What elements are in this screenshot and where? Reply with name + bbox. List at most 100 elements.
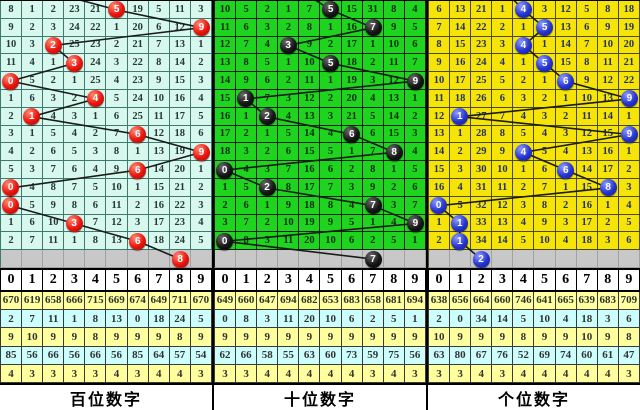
stat-cell: 3 [257, 310, 279, 329]
drawn-digit-ball: 9 [192, 19, 210, 37]
miss-count-cell: 4 [513, 214, 535, 233]
stat-cell: 69 [534, 346, 556, 365]
stat-cell: 4 [383, 364, 405, 384]
pending-cell [22, 250, 44, 268]
pending-cell [106, 250, 128, 268]
miss-count-cell: 9 [106, 161, 128, 179]
miss-count-cell: 8 [43, 178, 65, 197]
miss-count-cell: 8 [236, 54, 258, 73]
miss-count-cell: 7 [362, 143, 384, 162]
miss-count-cell: 8 [64, 196, 86, 215]
miss-count-cell: 12 [576, 125, 598, 144]
stat-cell: 85 [0, 346, 23, 365]
miss-count-cell: 6 [148, 18, 170, 37]
miss-count-cell: 10 [576, 89, 598, 108]
miss-count-cell: 1 [0, 89, 23, 108]
draw-row: 16 1 4 13 3 21 5 14 2 [214, 107, 426, 126]
miss-count-cell: 1 [534, 36, 556, 55]
miss-count-cell: 7 [106, 125, 128, 144]
miss-count-cell: 3 [0, 125, 23, 144]
miss-count-cell: 14 [450, 18, 472, 37]
stat-cell: 664 [471, 291, 493, 311]
miss-count-cell: 13 [169, 36, 191, 55]
draw-row: 13 1 28 8 5 4 3 12 15 [428, 125, 640, 144]
miss-count-cell: 4 [236, 161, 258, 179]
miss-count-cell: 2 [428, 232, 451, 251]
stat-cell: 3 [214, 364, 237, 384]
miss-count-cell: 2 [257, 214, 279, 233]
miss-count-cell: 1 [22, 125, 44, 144]
draw-row: 2 7 11 1 8 13 18 24 5 [0, 232, 212, 251]
stat-cell: 3 [597, 310, 619, 329]
miss-count-cell: 15 [148, 178, 170, 197]
stat-cell: 4 [320, 364, 342, 384]
miss-count-cell: 8 [534, 196, 556, 215]
stat-row: 2 0 34 14 5 10 4 18 3 6 [428, 310, 640, 329]
stat-cell: 55 [278, 346, 300, 365]
drawn-digit-ball: 4 [514, 143, 532, 161]
miss-count-cell: 7 [428, 18, 451, 37]
miss-count-cell: 1 [190, 36, 212, 55]
drawn-digit-ball: 0 [2, 72, 20, 90]
stat-cell: 20 [299, 310, 321, 329]
miss-count-cell: 14 [214, 72, 237, 90]
miss-count-cell: 9 [299, 36, 321, 55]
digit-column-header: 3 [278, 269, 300, 290]
miss-count-cell: 4 [404, 143, 426, 162]
miss-count-cell: 6 [278, 143, 300, 162]
miss-count-cell: 15 [383, 125, 405, 144]
miss-count-cell: 13 [576, 143, 598, 162]
miss-count-cell: 4 [450, 178, 472, 197]
stat-row: 9 10 9 9 8 9 9 9 8 9 [0, 328, 212, 347]
miss-count-cell: 11 [597, 54, 619, 73]
stat-cell: 4 [513, 364, 535, 384]
stat-cell: 649 [148, 291, 170, 311]
stat-cell: 9 [555, 328, 577, 347]
miss-count-cell: 33 [471, 214, 493, 233]
stat-cell: 6 [618, 310, 640, 329]
miss-count-cell: 16 [576, 196, 598, 215]
stat-cell: 9 [471, 328, 493, 347]
miss-count-cell: 13 [299, 107, 321, 126]
pending-cell [43, 250, 65, 268]
stat-row: 62 66 58 55 63 60 73 59 75 56 [214, 346, 426, 365]
stat-cell: 670 [0, 291, 23, 311]
miss-count-cell: 11 [43, 232, 65, 251]
miss-count-cell: 4 [85, 161, 107, 179]
miss-count-cell: 10 [597, 36, 619, 55]
miss-count-cell: 5 [22, 72, 44, 90]
digit-column-header: 0 [214, 269, 237, 290]
miss-count-cell: 2 [22, 143, 44, 162]
miss-count-cell: 5 [513, 125, 535, 144]
digit-column-header: 8 [170, 269, 191, 290]
stat-cell: 9 [597, 328, 619, 347]
miss-count-cell: 2 [383, 178, 405, 197]
miss-count-cell: 26 [471, 89, 493, 108]
miss-count-cell: 22 [169, 196, 191, 215]
miss-count-cell: 2 [257, 143, 279, 162]
miss-count-cell: 2 [404, 107, 426, 126]
draw-row: 8 3 11 20 10 6 2 5 1 [214, 232, 426, 251]
stat-cell: 4 [555, 310, 577, 329]
stat-row: 670 619 658 666 715 669 674 649 711 670 [0, 291, 212, 311]
miss-count-cell: 13 [428, 125, 451, 144]
stat-cell: 66 [43, 346, 65, 365]
stat-cell: 3 [362, 364, 384, 384]
stat-cell: 711 [169, 291, 191, 311]
digit-column-header: 3 [64, 269, 86, 290]
miss-count-cell: 8 [320, 196, 342, 215]
miss-count-cell: 5 [534, 143, 556, 162]
miss-count-cell: 5 [492, 72, 514, 90]
pending-ball: 7 [364, 250, 382, 268]
stat-cell: 694 [404, 291, 426, 311]
miss-count-cell: 11 [428, 89, 451, 108]
miss-count-cell: 3 [320, 107, 342, 126]
miss-count-cell: 24 [169, 232, 191, 251]
draw-row: 7 14 22 2 1 13 6 9 19 [428, 18, 640, 37]
miss-count-cell: 12 [106, 214, 128, 233]
stat-cell: 3 [428, 364, 451, 384]
stat-cell: 8 [85, 310, 107, 329]
miss-count-cell: 9 [278, 196, 300, 215]
miss-count-cell: 5 [106, 89, 128, 108]
